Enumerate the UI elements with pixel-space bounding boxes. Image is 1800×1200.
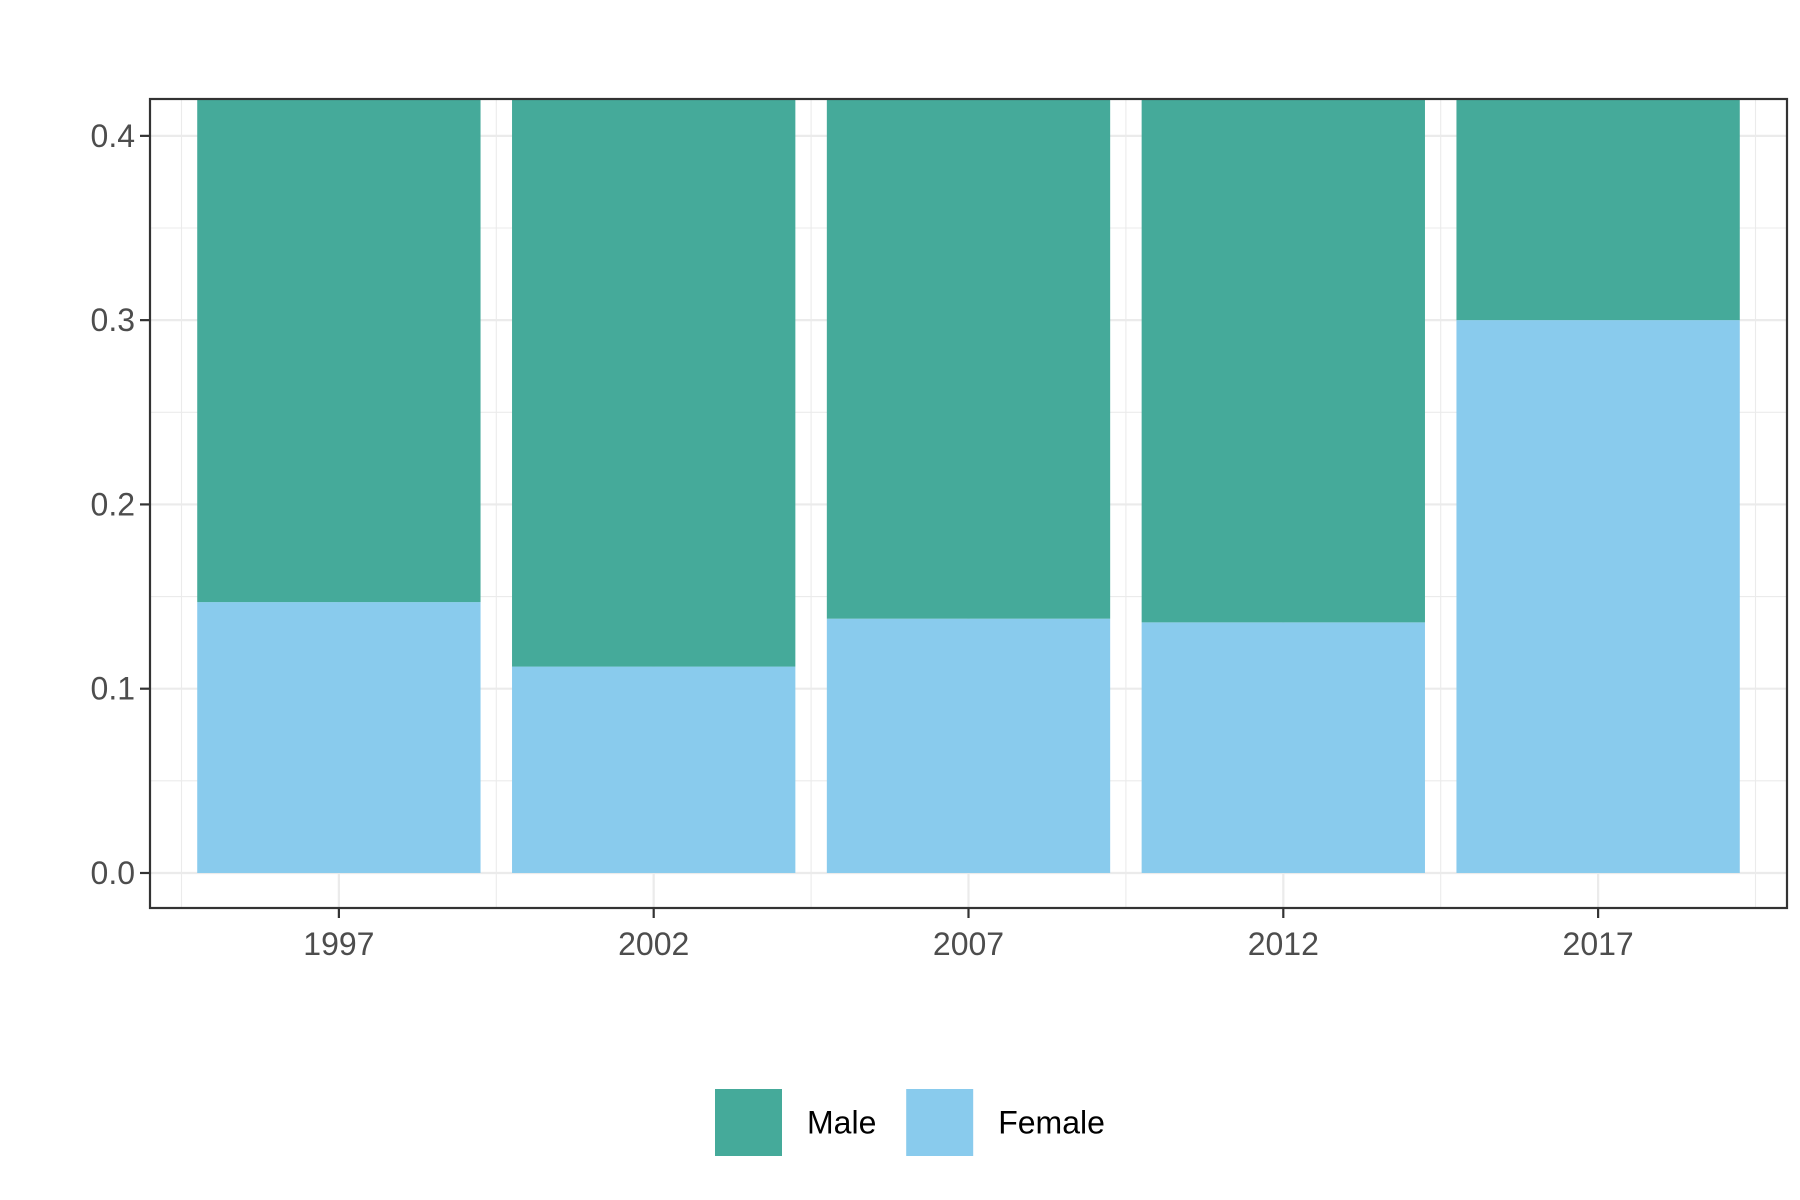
bar-female-1997 [197,602,481,873]
y-axis: 0.0 0.1 0.2 0.3 0.4 [91,118,150,891]
y-tick-label: 0.1 [91,671,135,707]
bars [197,99,1740,873]
x-tick-label: 1997 [303,926,374,962]
legend-key-male [715,1089,782,1156]
legend: Male Female [715,1089,1105,1156]
legend-key-female [906,1089,974,1156]
bar-male-2017 [1456,99,1740,321]
bar-male-2002 [512,99,796,667]
bar-female-2012 [1141,622,1425,873]
bar-female-2017 [1456,320,1740,873]
legend-label-male: Male [807,1105,876,1141]
x-tick-label: 2002 [618,926,689,962]
x-axis: 1997 2002 2007 2012 2017 [303,908,1634,962]
bar-female-2007 [826,618,1111,873]
bar-male-1997 [197,99,481,603]
y-tick-label: 0.0 [91,855,135,891]
bar-female-2002 [512,666,796,873]
y-tick-label: 0.3 [91,302,135,338]
x-tick-label: 2017 [1563,926,1634,962]
x-tick-label: 2007 [933,926,1004,962]
bar-male-2012 [1141,99,1425,623]
y-tick-label: 0.4 [91,118,135,154]
bar-male-2007 [826,99,1111,619]
y-tick-label: 0.2 [91,486,135,522]
legend-label-female: Female [998,1105,1105,1141]
x-tick-label: 2012 [1248,926,1319,962]
